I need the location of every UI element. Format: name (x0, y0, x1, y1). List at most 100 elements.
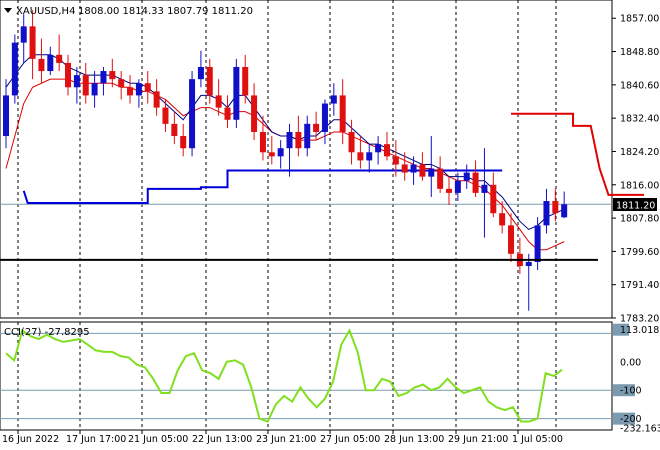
bearish-candle (401, 152, 408, 181)
candle-body (561, 204, 568, 218)
bearish-candle (490, 172, 497, 218)
bullish-candle (197, 50, 204, 88)
cci-level-tag-bg (613, 412, 635, 425)
bearish-candle (392, 140, 399, 177)
price-axis-label: 1807.80 (620, 214, 659, 225)
candle-body (197, 66, 204, 80)
moving-average-lines (5, 54, 565, 251)
bearish-candle (127, 75, 134, 104)
bullish-candle (375, 136, 382, 165)
bearish-candle (295, 115, 302, 157)
price-axis-label: 1840.60 (620, 80, 659, 91)
bearish-candle (38, 38, 45, 84)
candle-body (73, 75, 80, 88)
candle-body (153, 91, 160, 108)
triangle-down-icon[interactable] (4, 8, 12, 13)
time-axis-label: 27 Jun 05:00 (320, 434, 380, 445)
candle-body (428, 168, 435, 177)
candle-body (499, 213, 506, 226)
time-axis-label: 21 Jun 05:00 (128, 434, 188, 445)
bearish-candle (144, 71, 151, 104)
candle-body (127, 87, 134, 96)
bullish-candle (3, 79, 9, 149)
bullish-candle (543, 188, 550, 234)
cci-axis-label: -232.1639 (620, 423, 660, 434)
price-axis: 1857.00 1848.80 1840.60 1832.40 1824.20 1816.… (612, 14, 659, 325)
bearish-candle (446, 176, 452, 206)
candle-body (286, 131, 293, 149)
bearish-candle (472, 160, 479, 197)
bullish-candle (277, 140, 284, 169)
candle-body (162, 107, 169, 124)
bearish-candle (552, 188, 559, 222)
price-axis-label: 1857.00 (620, 14, 659, 25)
time-axis-label: 16 Jun 2022 (2, 434, 59, 445)
candle-body (454, 180, 461, 193)
candle-body (38, 58, 45, 72)
bearish-candle (215, 79, 222, 116)
symbol-label: XAUUSD,H4 (16, 6, 75, 17)
candle-body (224, 107, 231, 120)
candle-body (357, 152, 364, 161)
candle-body (251, 95, 258, 132)
price-axis-label: 1824.20 (620, 147, 659, 158)
candle-body (339, 95, 346, 132)
bearish-candle (508, 213, 515, 262)
time-axis: 16 Jun 2022 17 Jun 17:00 21 Jun 05:00 22 Ju… (2, 430, 563, 445)
time-axis-label: 28 Jun 13:00 (384, 434, 444, 445)
bearish-candle (206, 58, 213, 104)
bullish-candle (233, 58, 240, 128)
bearish-candle (259, 115, 266, 161)
bearish-candle (56, 34, 63, 72)
fast-ma-line (5, 54, 565, 231)
candle-body (144, 83, 151, 92)
bearish-candle (180, 123, 187, 157)
bullish-candle (330, 83, 337, 116)
candle-body (375, 144, 382, 153)
cci-series (5, 328, 563, 423)
bullish-candle (11, 34, 18, 104)
bearish-candle (313, 111, 320, 141)
candle-body (472, 172, 479, 193)
candle-body (233, 66, 240, 120)
last-price-tag-bg (613, 198, 657, 211)
candle-body (543, 201, 550, 226)
candle-body (481, 184, 488, 193)
candle-body (463, 172, 470, 181)
bullish-candle (561, 191, 568, 219)
bearish-candle (499, 201, 506, 234)
last-price-tag: 1811.20 (616, 201, 655, 212)
time-axis-label: 29 Jun 21:00 (448, 434, 508, 445)
bullish-candle (410, 156, 417, 185)
bearish-candle (29, 10, 36, 80)
support-trail-line (22, 169, 503, 205)
candle-body (437, 168, 444, 189)
main-plot-frame (0, 0, 613, 319)
trailing-stop-lines (22, 112, 644, 205)
candle-body (313, 123, 320, 132)
candle-body (242, 66, 249, 96)
candle-body (118, 79, 125, 88)
price-axis-label: 1791.40 (620, 280, 659, 291)
cci-level-tag-bg (613, 384, 635, 397)
candle-body (82, 75, 89, 96)
bearish-candle (242, 54, 249, 104)
cci-indicator-label: CCI(27) -27.8295 (4, 327, 90, 338)
candle-body (135, 83, 142, 96)
bearish-candle (383, 131, 390, 161)
candle-body (11, 42, 18, 96)
cci-axis-label: -100 (620, 386, 642, 397)
cci-axis-label: 0.00 (620, 357, 641, 368)
candle-body (348, 131, 355, 153)
bullish-candle (366, 144, 373, 173)
candle-body (171, 123, 178, 137)
bullish-candle (454, 172, 461, 202)
bullish-candle (463, 164, 470, 189)
time-axis-label: 17 Jun 17:00 (66, 434, 126, 445)
cci-line (5, 328, 563, 423)
cci-level-tag-bg (613, 323, 629, 336)
indicator-level-lines (0, 332, 612, 420)
bullish-candle (47, 46, 54, 76)
bearish-candle (118, 71, 125, 100)
